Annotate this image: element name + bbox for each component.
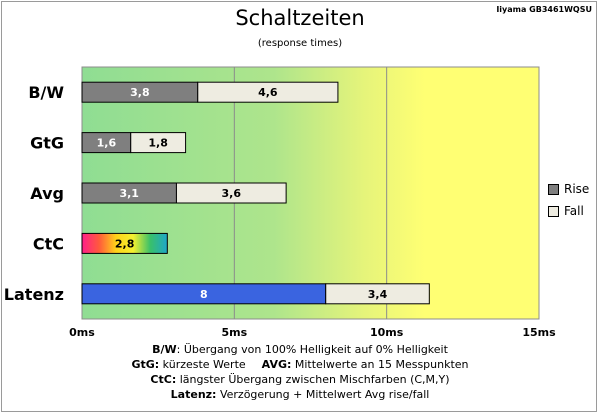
note-bw: B/W: Übergang von 100% Helligkeit auf 0%… [0,342,600,357]
bar-rise-label: 3,8 [130,86,150,99]
x-tick-label: 15ms [522,326,556,339]
bar-fall-label: 3,6 [222,187,242,200]
chart-title: Schaltzeiten [235,6,365,30]
note-gtg-term: GtG: [131,358,160,371]
note-latenz: Latenz: Verzögerung + Mittelwert Avg ris… [0,387,600,402]
note-latenz-text: Verzögerung + Mittelwert Avg rise/fall [216,388,430,401]
legend-label-fall: Fall [564,204,584,218]
note-gtg-avg: GtG: kürzeste Werte AVG: Mittelwerte an 1… [0,357,600,372]
note-ctc-text: längster Übergang zwischen Mischfarben (… [176,373,450,386]
monitor-model-label: Iiyama GB3461WQSU [496,5,592,14]
chart-subtitle: (response times) [257,38,343,49]
bar-rise-label: 2,8 [115,237,135,250]
note-bw-term: B/W [152,343,177,356]
note-avg-text: Mittelwerte an 15 Messpunkten [291,358,469,371]
bar-rise-label: 1,6 [97,137,117,150]
y-category-label: B/W [28,83,64,102]
explanation-notes: B/W: Übergang von 100% Helligkeit auf 0%… [0,342,600,402]
note-ctc: CtC: längster Übergang zwischen Mischfar… [0,372,600,387]
bar-rise [81,232,168,254]
x-tick-label: 5ms [221,326,247,339]
note-latenz-term: Latenz: [170,388,217,401]
legend-swatch-fall [548,205,559,217]
bar-fall [130,132,187,154]
y-category-label: CtC [33,234,64,253]
bar-fall [197,81,339,103]
legend-item-rise: Rise [548,178,589,200]
bar-rise-label: 3,1 [119,187,139,200]
legend-item-fall: Fall [548,200,589,222]
bar-fall [175,182,287,204]
bar-rise-label: 8 [200,288,208,301]
legend: Rise Fall [548,178,589,222]
note-bw-text: : Übergang von 100% Helligkeit auf 0% He… [176,343,448,356]
x-tick-label: 0ms [69,326,95,339]
y-category-label: GtG [30,134,64,153]
x-tick-label: 10ms [370,326,404,339]
note-ctc-term: CtC: [150,373,177,386]
note-gtg-text: kürzeste Werte [159,358,246,371]
note-avg-term: AVG: [261,358,292,371]
legend-label-rise: Rise [564,182,590,196]
y-category-label: Latenz [4,285,64,304]
y-category-label: Avg [30,184,64,203]
legend-swatch-rise [548,183,559,195]
bar-fall [325,283,430,305]
bar-fall-label: 4,6 [258,86,278,99]
bar-fall-label: 1,8 [148,137,168,150]
bar-fall-label: 3,4 [368,288,388,301]
